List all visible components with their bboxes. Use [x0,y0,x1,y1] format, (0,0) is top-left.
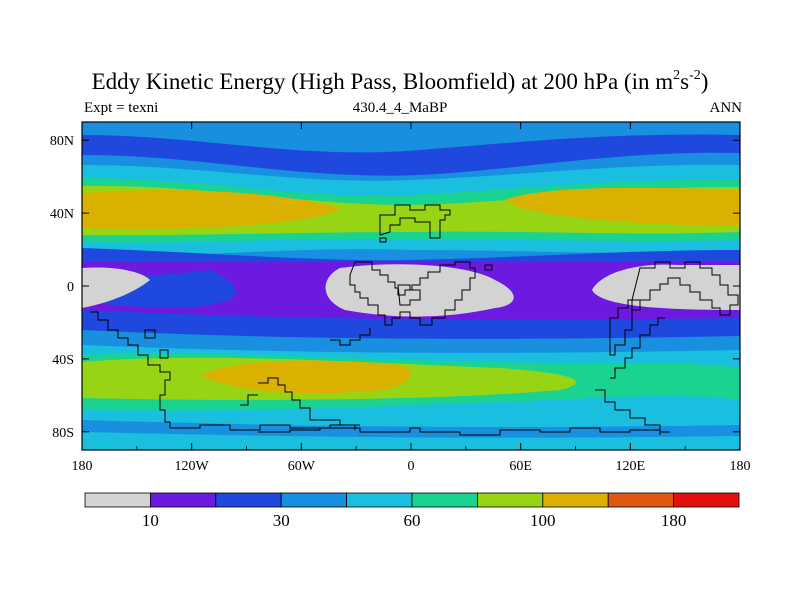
colorbar-label: 60 [404,511,421,530]
coastlines [90,204,739,436]
colorbar-label: 100 [530,511,556,530]
colorbar-label: 30 [273,511,290,530]
title-mid: s [680,69,690,94]
colorbar-swatch [84,492,151,508]
x-tick-label: 180 [730,459,751,474]
colorbar-swatch [215,492,282,508]
x-tick-label: 0 [408,459,415,474]
colorbar-swatch [673,492,740,508]
y-tick-label: 0 [67,280,74,295]
y-tick-label: 80S [52,426,74,441]
x-tick-label: 180 [72,459,93,474]
x-tick-label: 60E [509,459,532,474]
plot-title: Eddy Kinetic Energy (High Pass, Bloomfie… [0,68,800,96]
colorbar-swatch [607,492,675,508]
x-tick-label: 60W [288,459,316,474]
colorbar-label: 180 [661,511,687,530]
y-tick-label: 40N [50,207,74,222]
colorbar-swatch [542,492,609,508]
eke-field [82,122,740,450]
y-tick-label: 40S [52,353,74,368]
colorbar: 10 30 60 100 180 [84,492,740,530]
colorbar-swatch [476,492,544,508]
season-label: ANN [709,100,743,116]
y-tick-label: 80N [50,134,74,149]
colorbar-swatch [149,492,217,508]
x-tick-label: 120E [616,459,646,474]
colorbar-swatch [411,492,478,508]
experiment-label: Expt = texni [84,100,159,116]
title-sup1: 2 [673,68,681,84]
y-axis: 80N 40N 0 40S 80S [50,134,740,441]
title-sup2: -2 [689,68,701,84]
case-label: 430.4_4_MaBP [352,100,448,116]
colorbar-label: 10 [142,511,159,530]
title-main: Eddy Kinetic Energy (High Pass, Bloomfie… [91,69,674,94]
colorbar-swatch [280,492,348,508]
x-tick-label: 120W [175,459,210,474]
colorbar-swatch [346,492,413,508]
title-close: ) [700,69,709,94]
x-axis: 180 120W 60W 0 60E 120E 180 [72,122,751,474]
